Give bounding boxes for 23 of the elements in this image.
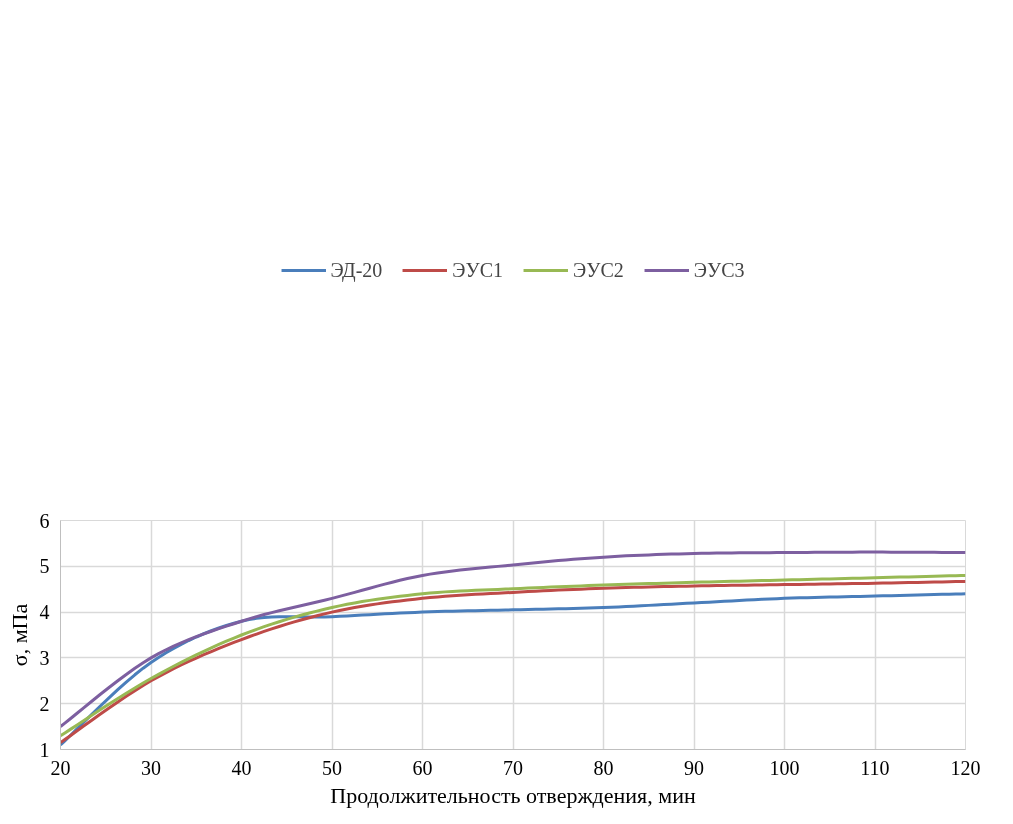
- x-tick-label: 40: [231, 756, 252, 779]
- y-tick-label: 5: [39, 555, 50, 578]
- x-tick-label: 120: [950, 756, 981, 779]
- x-tick-label: 20: [50, 756, 71, 779]
- legend-label: ЭУС3: [693, 258, 745, 282]
- legend-label: ЭУС1: [452, 258, 504, 282]
- y-tick-label: 4: [39, 601, 50, 624]
- x-tick-label: 30: [141, 756, 161, 779]
- x-tick-label: 80: [593, 756, 614, 779]
- legend-label: ЭУС2: [573, 258, 624, 282]
- x-axis-title: Продолжительность отверждения, мин: [330, 782, 696, 808]
- y-tick-label: 3: [39, 646, 50, 669]
- y-axis-title: σ, мПа: [6, 603, 32, 667]
- legend-label: ЭД-20: [330, 258, 383, 282]
- x-tick-label: 70: [503, 756, 523, 779]
- y-tick-label: 6: [39, 509, 50, 532]
- x-tick-label: 50: [322, 756, 342, 779]
- x-tick-label: 90: [684, 756, 704, 779]
- x-tick-label: 60: [412, 756, 433, 779]
- y-tick-label: 1: [39, 738, 50, 761]
- x-tick-label: 100: [769, 756, 800, 779]
- y-tick-label: 2: [39, 692, 50, 715]
- x-tick-label: 110: [860, 756, 890, 779]
